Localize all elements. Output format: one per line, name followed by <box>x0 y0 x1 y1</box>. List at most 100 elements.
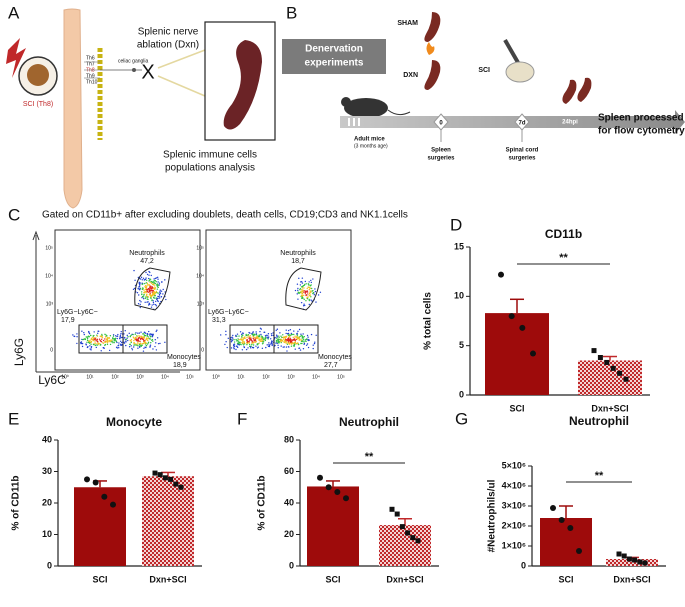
flow-event <box>142 298 145 300</box>
bar <box>74 487 126 566</box>
flow-event <box>156 276 159 279</box>
flow-event <box>140 335 142 338</box>
flow-event <box>139 340 141 343</box>
flow-event <box>304 292 307 294</box>
flow-event <box>148 274 150 276</box>
lightning-icon <box>6 38 26 78</box>
flow-event <box>301 282 304 284</box>
flow-event <box>90 346 93 348</box>
flow-event <box>259 340 261 342</box>
flow-event <box>306 287 308 290</box>
flow-event <box>119 334 122 337</box>
flow-event <box>303 294 305 296</box>
flow-event <box>302 305 305 307</box>
flow-event <box>133 346 135 348</box>
timepoint-label: 0 <box>439 121 443 127</box>
flow-event <box>302 337 304 339</box>
flow-event <box>288 336 290 338</box>
y-tick-label: 20 <box>42 497 52 507</box>
data-point <box>343 495 349 502</box>
flow-event <box>114 338 116 340</box>
gate-label: Monocytes <box>318 354 352 361</box>
flow-event <box>139 306 141 309</box>
flow-event <box>310 279 312 282</box>
flow-event <box>262 337 264 339</box>
end-label: for flow cytometry <box>598 126 685 137</box>
flow-event <box>242 339 244 341</box>
flow-event <box>300 301 303 304</box>
flow-event <box>93 334 95 337</box>
injury-label: SCI (Th8) <box>23 101 53 108</box>
flow-event <box>264 337 266 339</box>
flow-y-tick: 10³ <box>46 301 54 307</box>
flow-event <box>283 341 285 343</box>
flow-event <box>254 336 256 339</box>
flow-event <box>139 285 141 287</box>
flow-event <box>85 336 87 338</box>
flow-event <box>159 342 161 345</box>
flow-event <box>144 284 147 287</box>
data-point <box>558 517 565 523</box>
flow-event <box>307 286 309 289</box>
gate-label: Neutrophils <box>280 250 316 257</box>
gate-value: 17,9 <box>61 317 75 324</box>
spleen-icon <box>562 79 577 104</box>
flow-event <box>104 341 106 343</box>
flow-event <box>299 291 301 294</box>
flow-event <box>158 282 161 284</box>
data-point <box>567 525 574 531</box>
flow-event <box>224 343 226 346</box>
flow-event <box>301 296 304 298</box>
flow-event <box>154 282 157 285</box>
flow-event <box>288 343 291 345</box>
flow-y-tick: 10³ <box>197 301 205 307</box>
flow-event <box>155 277 158 279</box>
flow-event <box>154 285 156 287</box>
flow-event <box>291 333 293 336</box>
flow-event <box>138 345 141 348</box>
flow-event <box>138 332 141 334</box>
flow-event <box>145 277 147 279</box>
flow-event <box>149 334 151 336</box>
flow-event <box>81 330 83 332</box>
flow-event <box>298 277 300 280</box>
data-point <box>162 475 168 481</box>
flow-event <box>125 338 127 341</box>
data-point <box>415 538 421 544</box>
flow-event <box>152 297 155 299</box>
flow-event <box>76 335 78 338</box>
flow-event <box>294 348 296 350</box>
flow-event <box>290 343 293 345</box>
flow-event <box>289 334 291 336</box>
flow-event <box>146 338 148 341</box>
y-axis-label: % of CD11b <box>257 475 268 530</box>
panel-b: B Denervation experiments SHAM DXN SCI A… <box>282 3 685 162</box>
data-point <box>508 313 515 320</box>
flow-event <box>143 289 145 291</box>
flow-event <box>275 339 278 342</box>
flow-event <box>282 346 284 348</box>
flow-event <box>145 287 148 289</box>
flow-event <box>249 334 251 337</box>
flow-event <box>120 344 123 346</box>
flow-event <box>99 339 101 342</box>
flow-event <box>151 299 153 302</box>
flow-event <box>154 345 156 348</box>
flow-event <box>257 346 260 348</box>
flow-event <box>149 294 151 296</box>
data-point <box>173 481 179 487</box>
flow-event <box>251 340 254 342</box>
flow-event <box>159 291 161 293</box>
flow-event <box>98 338 101 340</box>
flow-event <box>237 342 240 344</box>
flow-event <box>300 333 302 335</box>
flow-event <box>116 335 119 337</box>
flow-event <box>248 343 251 346</box>
flow-event <box>146 337 148 339</box>
experiment-label: experiments <box>305 58 364 69</box>
flow-event <box>92 336 94 339</box>
flow-event <box>307 338 309 341</box>
flow-event <box>286 339 288 341</box>
fire-icon <box>426 42 435 55</box>
flow-event <box>312 344 314 346</box>
